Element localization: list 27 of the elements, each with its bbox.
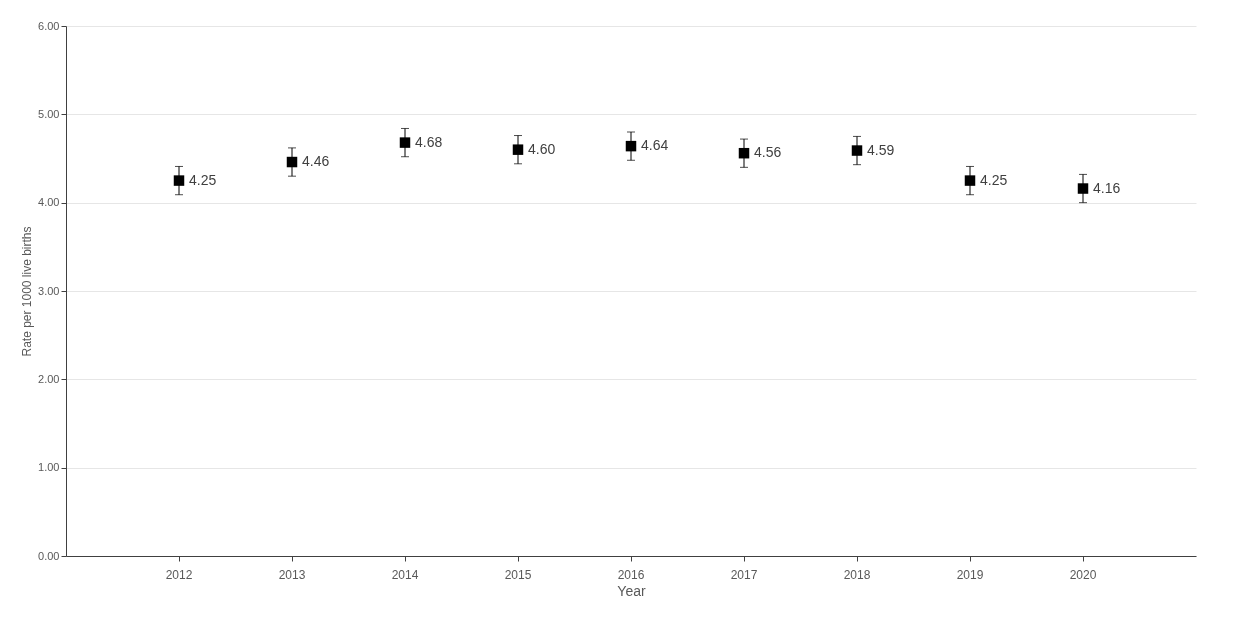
- text: 4.68: [415, 133, 443, 150]
- x-tick-label: 2019: [956, 567, 984, 582]
- y-tick-label: 1.00: [38, 461, 60, 474]
- y-tick-label: 4.00: [38, 196, 60, 209]
- text: 4.64: [641, 137, 669, 154]
- y-axis-title: Rate per 1000 live births: [20, 226, 35, 357]
- x-axis-title: Year: [617, 582, 646, 599]
- y-tick-label: 5.00: [38, 107, 60, 120]
- y-tick-label: 6.00: [38, 19, 60, 32]
- x-tick-label: 2018: [843, 567, 871, 582]
- x-tick-label: 2014: [391, 567, 419, 582]
- x-tick-label: 2016: [617, 567, 645, 582]
- x-tick-label: 2015: [504, 567, 532, 582]
- text: 4.16: [1093, 179, 1121, 196]
- text: 4.60: [528, 140, 556, 157]
- text: 4.59: [867, 141, 895, 158]
- text: 4.46: [302, 153, 330, 170]
- text: 4.56: [754, 144, 782, 161]
- x-tick-label: 2013: [278, 567, 306, 582]
- x-tick-label: 2012: [165, 567, 193, 582]
- y-tick-label: 0.00: [38, 549, 60, 562]
- text: 4.25: [980, 171, 1008, 188]
- x-tick-label: 2020: [1069, 567, 1097, 582]
- x-tick-label: 2017: [730, 567, 758, 582]
- y-tick-label: 2.00: [38, 372, 60, 385]
- text: 4.25: [189, 171, 217, 188]
- y-tick-label: 3.00: [38, 284, 60, 297]
